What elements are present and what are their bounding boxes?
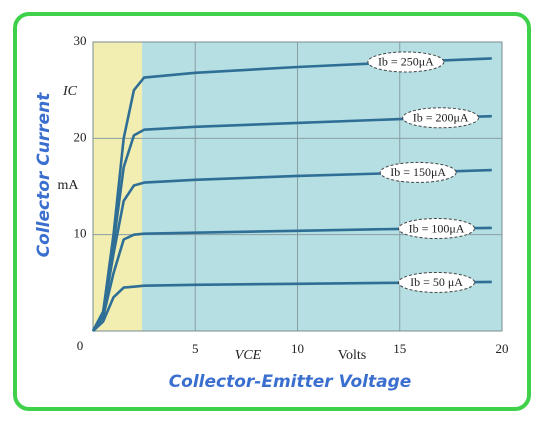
curve-label: Ib = 100μA (409, 221, 465, 235)
x-tick-label: 5 (192, 341, 199, 356)
y-tick-label: 10 (74, 226, 87, 241)
plot-border (92, 41, 503, 332)
x-title: Collector-Emitter Voltage (169, 372, 412, 392)
x-tick-label: 15 (393, 341, 406, 356)
curve (92, 280, 492, 332)
y-tick-label: 0 (77, 338, 84, 353)
label-bubble (367, 51, 445, 73)
y-title: Collector Current (34, 92, 54, 258)
x-symbol: VCE (235, 348, 262, 363)
y-symbol: IC (62, 84, 78, 99)
y-unit: mA (58, 178, 80, 193)
x-tick-label: 10 (291, 341, 304, 356)
label-bubble (402, 107, 480, 129)
y-tick-label: 30 (74, 33, 87, 48)
curve-label: Ib = 50 μA (410, 275, 463, 289)
curve (91, 226, 492, 332)
curve-label: Ib = 250μA (378, 55, 434, 69)
x-unit: Volts (338, 348, 367, 363)
label-bubble (379, 161, 457, 183)
curve-label: Ib = 200μA (413, 111, 469, 125)
curve (91, 168, 492, 332)
x-tick-label: 20 (496, 341, 509, 356)
y-tick-label: 20 (74, 129, 87, 144)
curve-label: Ib = 150μA (390, 165, 446, 179)
label-bubble (398, 271, 476, 293)
label-bubble (398, 218, 476, 240)
